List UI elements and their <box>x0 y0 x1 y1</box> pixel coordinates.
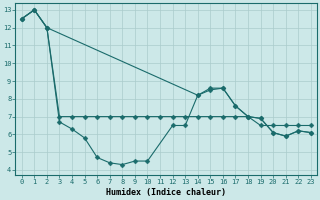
X-axis label: Humidex (Indice chaleur): Humidex (Indice chaleur) <box>106 188 226 197</box>
